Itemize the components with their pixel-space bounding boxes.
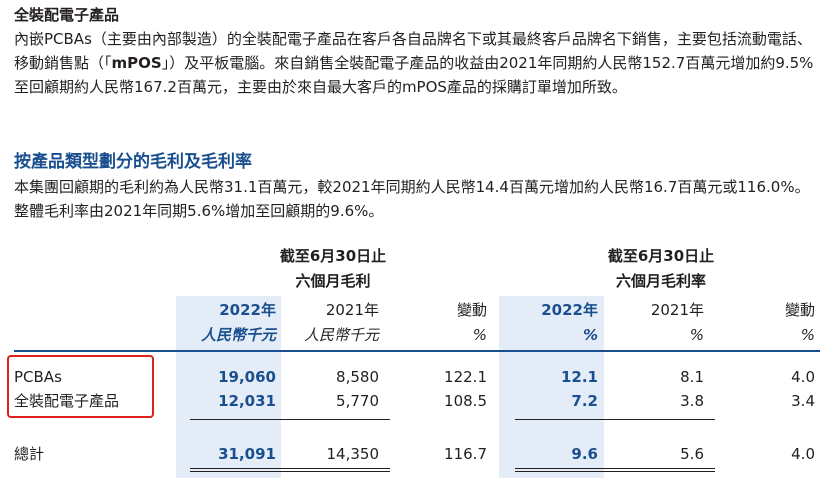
annotation-highlight-box <box>7 355 154 418</box>
col-header-gm-change: 變動 % <box>784 301 815 344</box>
cell: 3.4 <box>791 392 815 410</box>
cell: 4.0 <box>791 445 815 463</box>
cell: 108.5 <box>444 392 487 410</box>
header-rule <box>14 350 820 352</box>
cell: 7.2 <box>571 392 598 410</box>
total-rule <box>190 468 390 469</box>
total-rule <box>190 471 390 472</box>
mpos-bold-term: mPOS <box>111 54 162 72</box>
cell: 116.7 <box>444 445 487 463</box>
cell: 8,580 <box>336 368 379 386</box>
row-label-total: 總計 <box>14 445 45 463</box>
col-header-gm-2022: 2022年 % <box>541 301 598 344</box>
group-header-gross-profit: 截至6月30日止 六個月毛利 <box>279 247 387 290</box>
col-header-gm-2021: 2021年 % <box>650 301 704 344</box>
cell: 12.1 <box>560 368 598 386</box>
row-label-fully-assembled: 全裝配電子產品 <box>14 392 120 410</box>
col-header-gp-2021: 2021年 人民幣千元 <box>303 301 379 344</box>
shade-2022-gross-profit <box>176 296 281 478</box>
row-label-pcbas: PCBAs <box>14 368 62 386</box>
paragraph-gross-profit: 本集團回顧期的毛利約為人民幣31.1百萬元，較2021年同期約人民幣14.4百萬… <box>14 178 810 220</box>
cell: 19,060 <box>218 368 276 386</box>
cell: 4.0 <box>791 368 815 386</box>
cell: 3.8 <box>680 392 704 410</box>
cell: 14,350 <box>326 445 380 463</box>
col-header-gp-change: 變動 % <box>456 301 487 344</box>
cell: 5.6 <box>680 445 704 463</box>
section-heading-fully-assembled: 全裝配電子產品 <box>14 6 120 24</box>
shade-2022-gross-margin <box>499 296 604 478</box>
cell: 122.1 <box>444 368 487 386</box>
subtotal-rule <box>190 419 390 420</box>
cell: 31,091 <box>218 445 276 463</box>
cell: 8.1 <box>680 368 704 386</box>
total-rule <box>515 468 715 469</box>
cell: 9.6 <box>571 445 598 463</box>
paragraph-fully-assembled: 內嵌PCBAs（主要由內部製造）的全裝配電子產品在客戶各自品牌名下或其最終客戶品… <box>14 30 814 96</box>
cell: 12,031 <box>218 392 276 410</box>
subtotal-rule <box>515 419 715 420</box>
cell: 5,770 <box>336 392 379 410</box>
total-rule <box>515 471 715 472</box>
group-header-gross-margin: 截至6月30日止 六個月毛利率 <box>607 247 715 290</box>
section-heading-gross-profit: 按產品類型劃分的毛利及毛利率 <box>14 152 252 172</box>
col-header-gp-2022: 2022年 人民幣千元 <box>200 301 276 344</box>
